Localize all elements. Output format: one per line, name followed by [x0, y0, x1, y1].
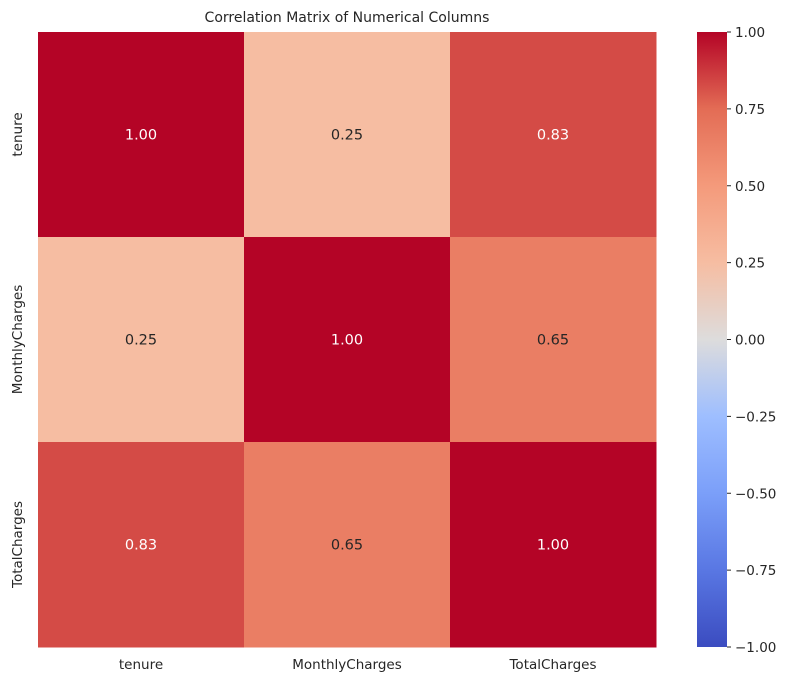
- y-tick-label: MonthlyCharges: [10, 285, 26, 395]
- heatmap-cell: [38, 32, 245, 238]
- cell-annotation: 0.25: [125, 333, 157, 349]
- heatmap-annotations: 1.00 0.25 0.83 0.25 1.00 0.65 0.83 0.65 1.00: [125, 128, 569, 554]
- x-tick-label: MonthlyCharges: [292, 657, 402, 673]
- colorbar-ticks: 1.00 0.75 0.50 0.25 0.00 −0.25 −0.50 −0.75 −1.00: [727, 25, 776, 656]
- colorbar-gradient: [697, 32, 727, 647]
- colorbar-tick-label: −0.50: [735, 486, 776, 502]
- x-axis-tick-labels: tenure MonthlyCharges TotalCharges: [119, 657, 597, 673]
- colorbar: 1.00 0.75 0.50 0.25 0.00 −0.25 −0.50 −0.75 −1.00: [697, 25, 776, 656]
- colorbar-tick-label: 0.00: [735, 333, 765, 349]
- cell-annotation: 0.83: [537, 128, 569, 144]
- heatmap-cell: [38, 237, 245, 443]
- colorbar-tick-label: 0.50: [735, 179, 765, 195]
- heatmap-cell: [450, 32, 657, 238]
- heatmap-cell: [244, 32, 451, 238]
- heatmap-cell: [450, 442, 657, 648]
- cell-annotation: 0.65: [537, 333, 569, 349]
- colorbar-tick-label: 0.25: [735, 256, 765, 272]
- x-tick-label: TotalCharges: [508, 657, 596, 673]
- cell-annotation: 0.65: [331, 538, 363, 554]
- heatmap-cell: [450, 237, 657, 443]
- heatmap-cell: [244, 237, 451, 443]
- cell-annotation: 0.25: [331, 128, 363, 144]
- y-tick-label: tenure: [10, 112, 26, 156]
- heatmap-cell: [38, 442, 245, 648]
- heatmap-cell: [244, 442, 451, 648]
- cell-annotation: 1.00: [331, 333, 363, 349]
- colorbar-tick-label: 0.75: [735, 102, 765, 118]
- colorbar-tick-label: −1.00: [735, 640, 776, 656]
- y-axis-tick-labels: tenure MonthlyCharges TotalCharges: [10, 112, 26, 589]
- chart-title: Correlation Matrix of Numerical Columns: [205, 10, 490, 26]
- colorbar-tick-label: 1.00: [735, 25, 765, 41]
- cell-annotation: 1.00: [125, 128, 157, 144]
- colorbar-tick-label: −0.75: [735, 563, 776, 579]
- y-tick-label: TotalCharges: [10, 501, 26, 589]
- heatmap-cells: [38, 32, 657, 648]
- cell-annotation: 1.00: [537, 538, 569, 554]
- colorbar-tick-label: −0.25: [735, 409, 776, 425]
- cell-annotation: 0.83: [125, 538, 157, 554]
- x-tick-label: tenure: [119, 657, 163, 673]
